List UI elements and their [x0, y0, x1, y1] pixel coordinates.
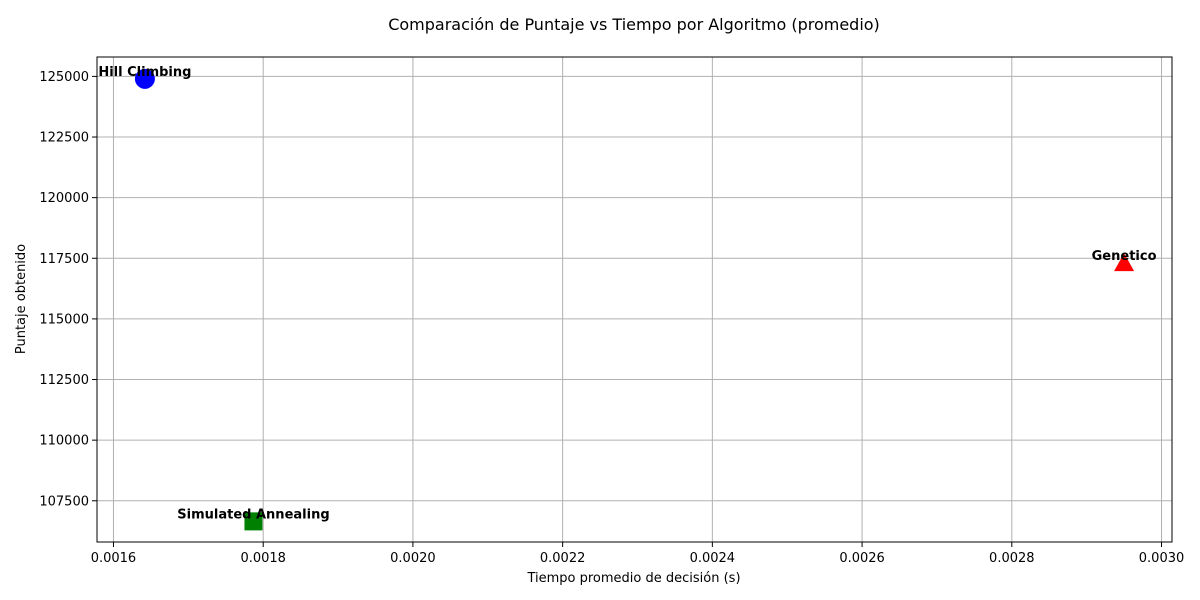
y-tick-label: 122500 — [39, 131, 89, 146]
annotation-simulated-annealing: Simulated Annealing — [177, 507, 329, 522]
point-annotations: Hill Climbing Simulated Annealing Genetico — [98, 65, 1156, 523]
y-axis: 107500 110000 112500 115000 117500 120000 1225… — [39, 70, 97, 509]
x-tick-label: 0.0018 — [240, 551, 286, 566]
y-tick-label: 120000 — [39, 191, 89, 206]
y-tick-label: 110000 — [39, 434, 89, 449]
annotation-hill-climbing: Hill Climbing — [98, 65, 191, 80]
plot-frame — [96, 56, 1173, 543]
y-tick-label: 125000 — [39, 70, 89, 85]
x-tick-label: 0.0024 — [690, 551, 736, 566]
x-tick-label: 0.0020 — [390, 551, 436, 566]
x-axis: 0.0016 0.0018 0.0020 0.0022 0.0024 0.0026 0.00… — [91, 542, 1185, 566]
x-tick-label: 0.0022 — [540, 551, 586, 566]
data-markers — [134, 68, 1135, 531]
y-tick-label: 117500 — [39, 252, 89, 267]
x-tick-label: 0.0016 — [91, 551, 137, 566]
x-tick-label: 0.0030 — [1139, 551, 1185, 566]
point-hill-climbing — [134, 68, 155, 89]
y-axis-label: Puntaje obtenido — [14, 244, 29, 354]
annotation-genetico: Genetico — [1092, 249, 1157, 264]
y-tick-label: 115000 — [39, 312, 89, 327]
x-tick-label: 0.0026 — [839, 551, 885, 566]
y-tick-label: 112500 — [39, 373, 89, 388]
x-axis-label: Tiempo promedio de decisión (s) — [526, 571, 740, 586]
chart-title: Comparación de Puntaje vs Tiempo por Alg… — [388, 15, 880, 34]
point-genetico — [1114, 253, 1135, 272]
point-simulated-annealing — [244, 512, 263, 531]
y-tick-label: 107500 — [39, 494, 89, 509]
x-tick-label: 0.0028 — [989, 551, 1035, 566]
grid-lines — [97, 57, 1172, 542]
